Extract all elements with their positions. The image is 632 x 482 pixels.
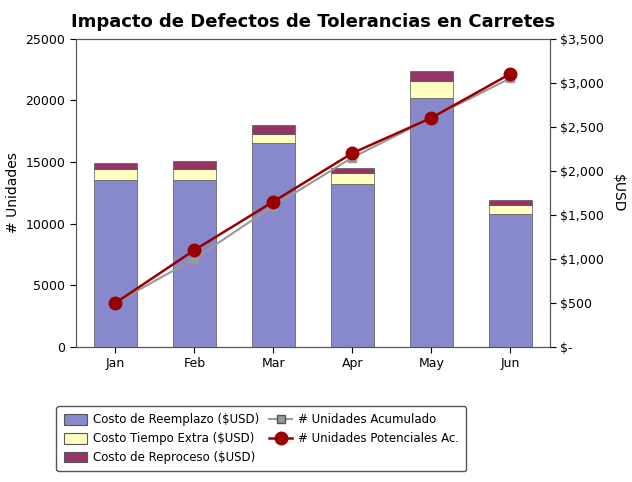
Bar	[252, 134, 295, 144]
# Unidades Potenciales Ac.	[111, 300, 119, 306]
Bar	[410, 80, 453, 98]
Bar	[331, 173, 374, 184]
# Unidades Potenciales Ac.	[191, 247, 198, 253]
# Unidades Acumulado	[111, 300, 119, 306]
# Unidades Potenciales Ac.	[270, 199, 277, 204]
# Unidades Acumulado	[507, 75, 514, 81]
# Unidades Potenciales Ac.	[507, 71, 514, 77]
Bar	[489, 205, 532, 214]
Bar	[94, 180, 137, 347]
Bar	[173, 180, 216, 347]
Line: # Unidades Acumulado: # Unidades Acumulado	[111, 74, 514, 307]
Bar	[331, 168, 374, 173]
# Unidades Acumulado	[270, 203, 277, 209]
Bar	[489, 214, 532, 347]
Bar	[94, 163, 137, 169]
# Unidades Acumulado	[427, 115, 435, 121]
# Unidades Acumulado	[349, 155, 356, 161]
Line: # Unidades Potenciales Ac.: # Unidades Potenciales Ac.	[109, 67, 516, 309]
Bar	[410, 71, 453, 80]
Bar	[489, 200, 532, 205]
Y-axis label: $USD: $USD	[611, 174, 625, 212]
Bar	[252, 125, 295, 134]
Title: Impacto de Defectos de Tolerancias en Carretes: Impacto de Defectos de Tolerancias en Ca…	[71, 13, 555, 31]
Bar	[252, 144, 295, 347]
# Unidades Potenciales Ac.	[349, 150, 356, 156]
Bar	[173, 161, 216, 169]
Y-axis label: # Unidades: # Unidades	[6, 152, 20, 233]
Bar	[331, 184, 374, 347]
Legend: Costo de Reemplazo ($USD), Costo Tiempo Extra ($USD), Costo de Reproceso ($USD),: Costo de Reemplazo ($USD), Costo Tiempo …	[56, 406, 466, 471]
Bar	[410, 98, 453, 347]
Bar	[173, 169, 216, 180]
# Unidades Potenciales Ac.	[427, 115, 435, 121]
# Unidades Acumulado	[191, 256, 198, 262]
Bar	[94, 169, 137, 180]
